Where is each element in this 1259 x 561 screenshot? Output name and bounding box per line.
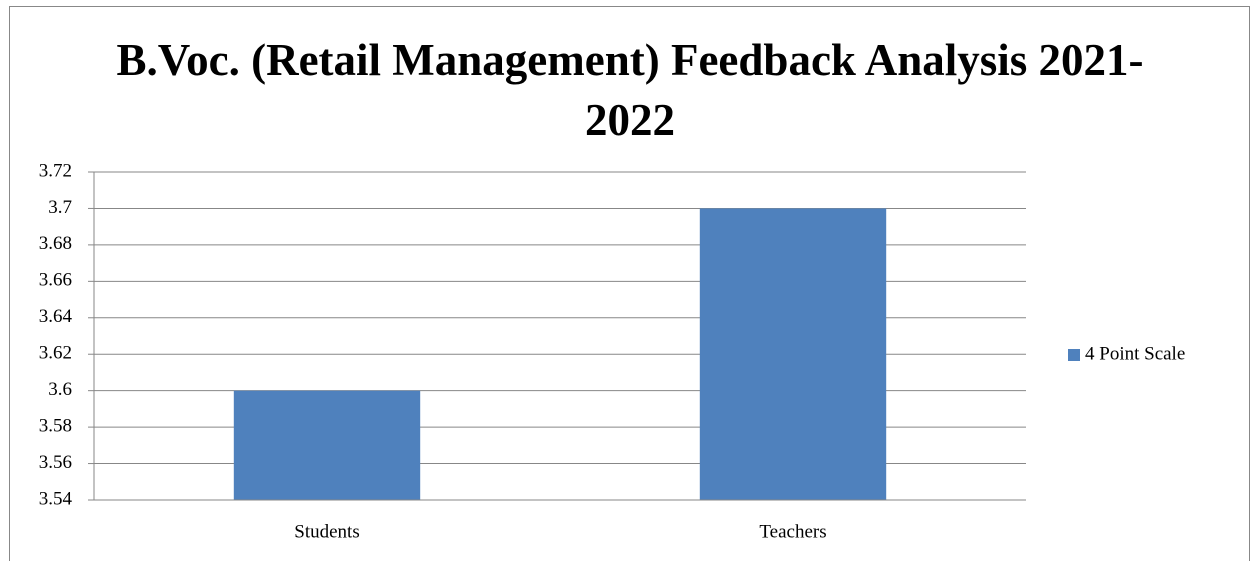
y-tick-label: 3.54 (39, 488, 73, 509)
x-tick-label: Teachers (759, 521, 826, 542)
y-tick-label: 3.68 (39, 233, 72, 254)
bar (233, 390, 421, 500)
y-tick-label: 3.64 (39, 306, 73, 327)
y-tick-label: 3.66 (39, 270, 72, 291)
bar (699, 208, 887, 500)
legend-label: 4 Point Scale (1085, 343, 1185, 364)
x-tick-label: Students (294, 521, 359, 542)
y-tick-label: 3.6 (48, 379, 72, 400)
chart-border (9, 6, 1250, 561)
y-tick-label: 3.58 (39, 415, 72, 436)
y-tick-label: 3.62 (39, 343, 72, 364)
chart-title: B.Voc. (Retail Management) Feedback Anal… (116, 35, 1144, 145)
legend-swatch (1068, 349, 1080, 361)
y-tick-label: 3.7 (48, 197, 72, 218)
y-tick-label: 3.56 (39, 452, 72, 473)
y-tick-label: 3.72 (39, 160, 72, 181)
